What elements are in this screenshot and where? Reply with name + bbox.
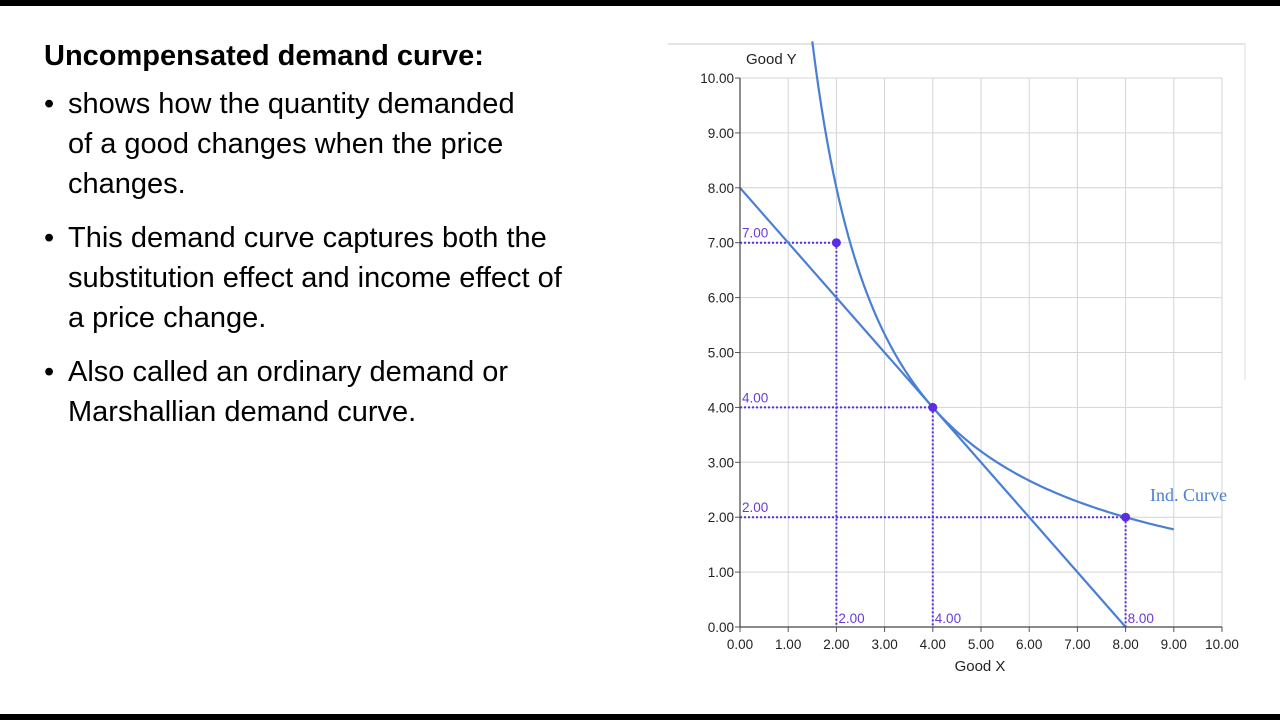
chart-panel: 0.00 1.00 2.00 3.00 4.00 5.00 6.00 7.00 8.00 9.00… — [664, 40, 1250, 680]
x-tick-label: 9.00 — [1161, 637, 1187, 652]
point-y-label: 4.00 — [742, 390, 768, 405]
bottom-border — [0, 714, 1280, 720]
indifference-chart: 0.00 1.00 2.00 3.00 4.00 5.00 6.00 7.00 8.00 9.00… — [700, 41, 1239, 675]
y-tick-label: 3.00 — [708, 455, 734, 470]
point-x-label: 8.00 — [1128, 611, 1154, 626]
x-tick-label: 4.00 — [920, 637, 946, 652]
y-tick-label: 8.00 — [708, 181, 734, 196]
x-tick-label: 0.00 — [727, 637, 753, 652]
series — [739, 41, 1175, 628]
x-tick-label: 10.00 — [1205, 637, 1239, 652]
x-tick-label: 8.00 — [1112, 637, 1138, 652]
y-tick-label: 9.00 — [708, 126, 734, 141]
indifference-curve-label: Ind. Curve — [1150, 485, 1227, 505]
slide-text-panel: Uncompensated demand curve: shows how th… — [44, 36, 644, 446]
y-tick-label: 2.00 — [708, 510, 734, 525]
y-tick-label: 0.00 — [708, 620, 734, 635]
slide-heading: Uncompensated demand curve: — [44, 40, 484, 72]
chart-frame-top — [668, 43, 1246, 45]
point-y-label: 7.00 — [742, 226, 768, 241]
y-tick-label: 5.00 — [708, 346, 734, 361]
y-axis-title: Good Y — [746, 51, 797, 68]
point-y-label: 2.00 — [742, 500, 768, 515]
y-tick-label: 1.00 — [708, 565, 734, 580]
x-tick-label: 5.00 — [968, 637, 994, 652]
x-tick-label: 2.00 — [823, 637, 849, 652]
x-tick-label: 3.00 — [871, 637, 897, 652]
chart-frame-right — [1244, 43, 1246, 380]
point-x-label: 2.00 — [838, 611, 864, 626]
bullet-item: shows how the quantity demanded of a goo… — [44, 84, 538, 204]
point-x-label: 4.00 — [935, 611, 961, 626]
guide-lines — [740, 241, 1127, 627]
highlight-point — [928, 402, 938, 412]
x-tick-label: 6.00 — [1016, 637, 1042, 652]
bullet-item: This demand curve captures both the subs… — [44, 218, 568, 338]
y-tick-label: 10.00 — [700, 71, 734, 86]
highlight-point — [1121, 512, 1131, 522]
y-tick-label: 7.00 — [708, 236, 734, 251]
grid — [740, 77, 1223, 627]
x-tick-label: 1.00 — [775, 637, 801, 652]
x-tick-label: 7.00 — [1064, 637, 1090, 652]
x-axis-title: Good X — [955, 658, 1006, 675]
bullet-list: shows how the quantity demanded of a goo… — [44, 84, 644, 432]
axes: 0.00 1.00 2.00 3.00 4.00 5.00 6.00 7.00 8.00 9.00… — [700, 71, 1239, 652]
y-tick-label: 4.00 — [708, 400, 734, 415]
bullet-item: Also called an ordinary demand or Marsha… — [44, 352, 568, 432]
labels: 7.00 2.00 4.00 4.00 2.00 8.00 — [742, 226, 1154, 626]
highlight-point — [831, 238, 841, 248]
y-tick-label: 6.00 — [708, 291, 734, 306]
indifference-curve — [811, 41, 1175, 531]
top-border — [0, 0, 1280, 6]
